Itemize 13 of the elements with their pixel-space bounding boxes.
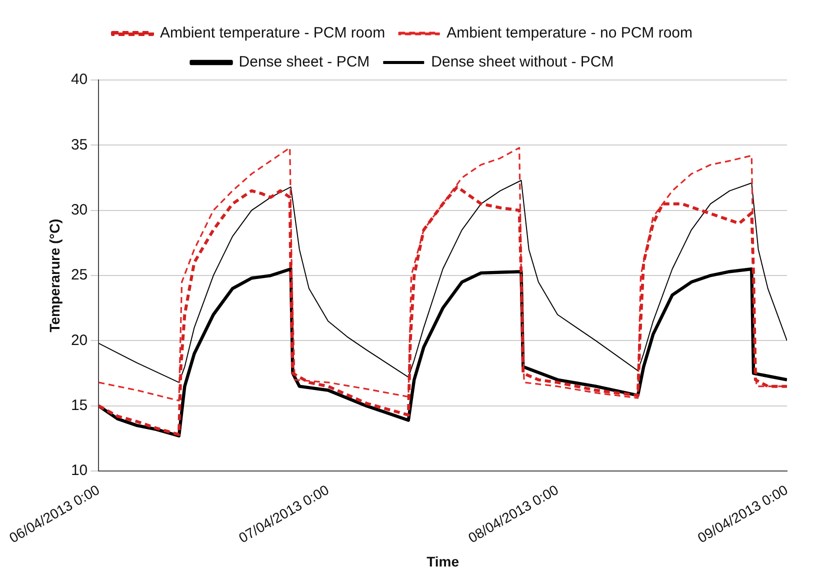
y-tick-label: 20 bbox=[70, 332, 88, 349]
x-axis-title: Time bbox=[426, 553, 460, 570]
y-tick-label: 40 bbox=[70, 71, 88, 88]
y-tick-label: 35 bbox=[70, 136, 88, 154]
y-axis-title: Temperarure (°C) bbox=[46, 218, 62, 332]
y-tick-label: 15 bbox=[70, 397, 88, 414]
y-tick-label: 25 bbox=[70, 266, 88, 284]
legend-label: Ambient temperature - no PCM room bbox=[446, 24, 693, 42]
y-tick-label: 30 bbox=[70, 201, 88, 218]
legend-label: Dense sheet without - PCM bbox=[431, 54, 614, 71]
legend-label: Ambient temperature - PCM room bbox=[160, 24, 386, 42]
y-tick-label: 10 bbox=[70, 462, 88, 480]
legend-label: Dense sheet - PCM bbox=[238, 54, 370, 71]
